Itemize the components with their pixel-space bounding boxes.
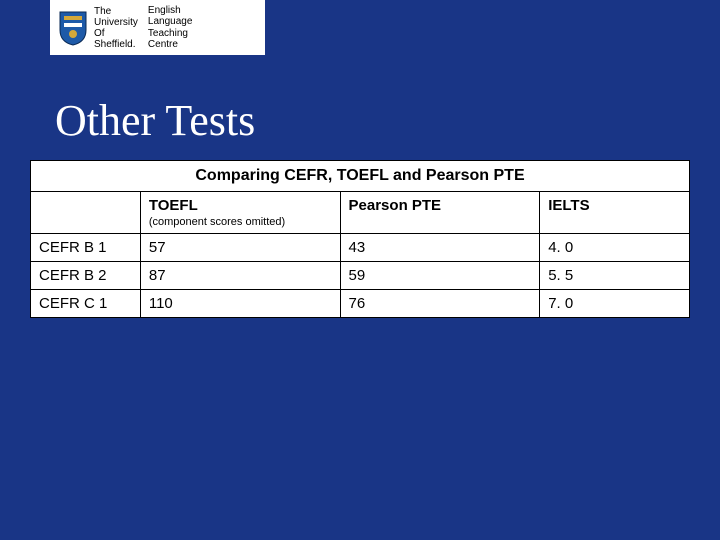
col-header-ielts: IELTS [540, 192, 690, 234]
page-title: Other Tests [55, 95, 255, 146]
col-header-pte: Pearson PTE [340, 192, 540, 234]
uni-line3: Of [94, 28, 105, 39]
ielts-value: 7. 0 [540, 290, 690, 318]
table-caption: Comparing CEFR, TOEFL and Pearson PTE [31, 161, 690, 192]
centre-line2: Language [148, 16, 193, 27]
centre-line3: Teaching [148, 28, 188, 39]
cefr-label: CEFR C 1 [31, 290, 141, 318]
table-row: CEFR B 1 57 43 4. 0 [31, 234, 690, 262]
centre-name: English Language Teaching Centre [148, 5, 193, 51]
cefr-label: CEFR B 1 [31, 234, 141, 262]
cefr-label: CEFR B 2 [31, 262, 141, 290]
uni-line1: The [94, 6, 111, 17]
table-caption-row: Comparing CEFR, TOEFL and Pearson PTE [31, 161, 690, 192]
pte-value: 59 [340, 262, 540, 290]
logo-strip: The University Of Sheffield. English Lan… [50, 0, 265, 55]
university-crest-icon [58, 10, 88, 46]
university-name: The University Of Sheffield. [94, 6, 138, 50]
uni-line2: University [94, 17, 138, 28]
comparison-table: Comparing CEFR, TOEFL and Pearson PTE TO… [30, 160, 690, 318]
pte-value: 76 [340, 290, 540, 318]
pte-value: 43 [340, 234, 540, 262]
uni-line4: Sheffield. [94, 39, 136, 50]
toefl-value: 57 [140, 234, 340, 262]
col-header-cefr [31, 192, 141, 234]
comparison-table-container: Comparing CEFR, TOEFL and Pearson PTE TO… [30, 160, 690, 318]
toefl-value: 110 [140, 290, 340, 318]
centre-line4: Centre [148, 39, 178, 50]
ielts-value: 4. 0 [540, 234, 690, 262]
table-row: CEFR B 2 87 59 5. 5 [31, 262, 690, 290]
table-header-row: TOEFL (component scores omitted) Pearson… [31, 192, 690, 234]
toefl-value: 87 [140, 262, 340, 290]
centre-line1: English [148, 5, 181, 16]
col-header-toefl: TOEFL (component scores omitted) [140, 192, 340, 234]
col-header-toefl-label: TOEFL [149, 197, 198, 214]
table-row: CEFR C 1 110 76 7. 0 [31, 290, 690, 318]
toefl-subnote: (component scores omitted) [149, 216, 332, 228]
ielts-value: 5. 5 [540, 262, 690, 290]
